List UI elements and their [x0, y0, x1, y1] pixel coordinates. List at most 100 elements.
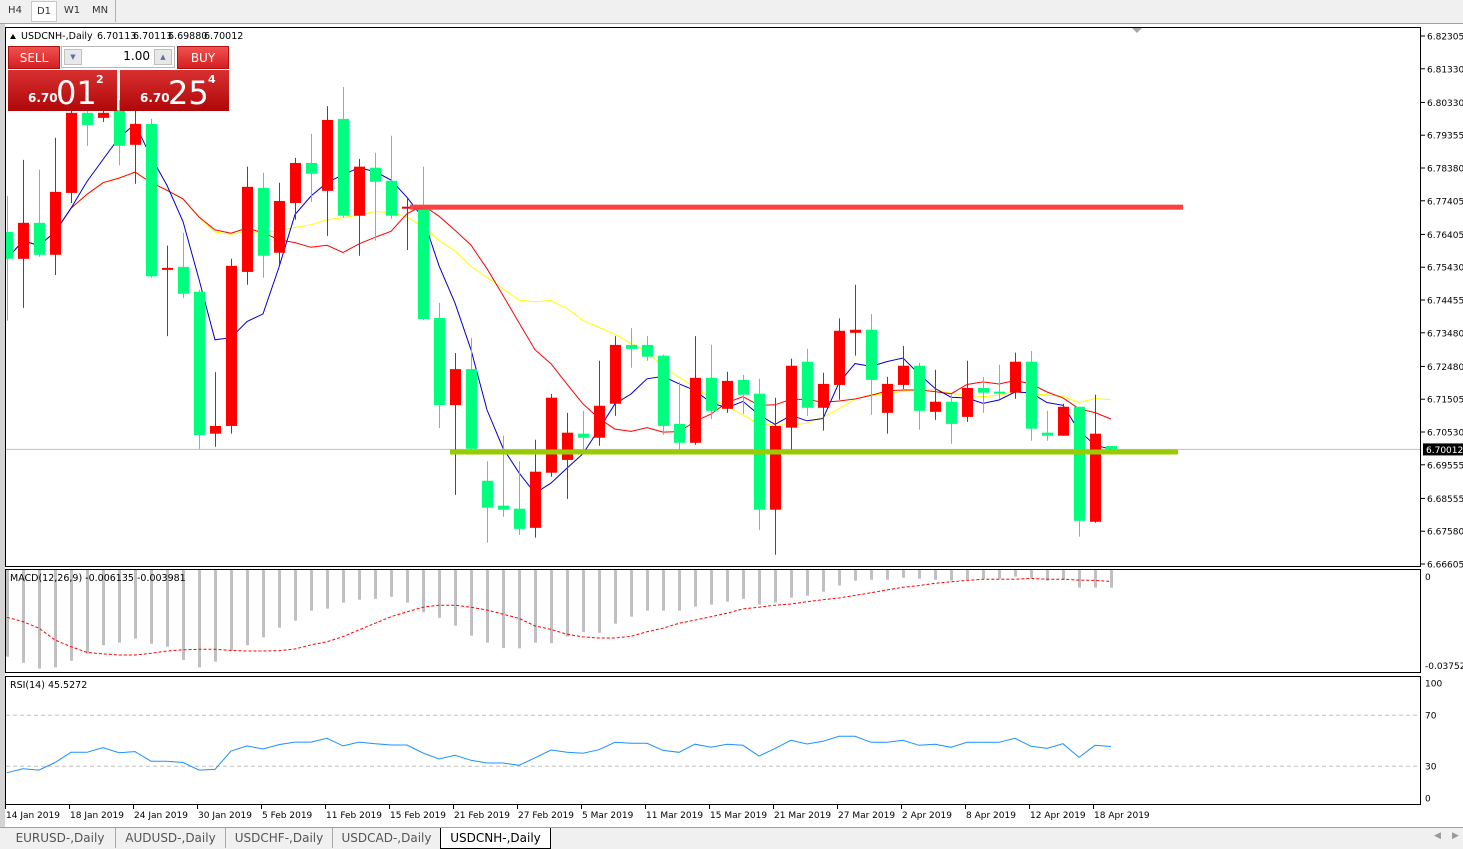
macd-histogram-bar — [1094, 570, 1097, 588]
macd-histogram-bar — [870, 570, 873, 580]
buy-price-box[interactable]: 6.70 25 4 — [120, 70, 229, 111]
macd-histogram-bar — [294, 570, 297, 621]
rsi-axis-label: 70 — [1425, 712, 1437, 722]
candle — [1026, 351, 1037, 441]
resistance-line — [410, 205, 1183, 210]
tabs-scroll-right-icon[interactable]: ▶ — [1452, 831, 1459, 841]
support-line — [450, 450, 1178, 455]
sell-price-prefix: 6.70 — [28, 91, 58, 105]
lot-size-value[interactable]: 1.00 — [123, 49, 150, 63]
macd-histogram-bar — [822, 570, 825, 592]
tab-eurusd[interactable]: EURUSD-,Daily — [5, 828, 116, 848]
candle-body — [674, 424, 685, 443]
candle-body — [706, 378, 717, 411]
macd-histogram-bar — [582, 570, 585, 632]
buy-price-prefix: 6.70 — [140, 91, 170, 105]
price-axis-label: 6.79355 — [1427, 132, 1463, 142]
candle-body — [786, 366, 797, 428]
date-axis-label: 18 Jan 2019 — [70, 811, 124, 821]
tab-usdchf[interactable]: USDCHF-,Daily — [226, 828, 333, 848]
macd-histogram-bar — [726, 570, 729, 602]
candle-body — [178, 267, 189, 294]
macd-histogram-bar — [278, 570, 281, 628]
sell-price-fraction: 2 — [96, 73, 104, 86]
candle — [546, 394, 557, 477]
macd-histogram-bar — [758, 570, 761, 605]
tabs-scroll-left-icon[interactable]: ◀ — [1434, 831, 1441, 841]
rsi-label: RSI(14) 45.5272 — [10, 680, 87, 691]
tab-usdcnh[interactable]: USDCNH-,Daily — [440, 828, 551, 849]
tab-usdcad[interactable]: USDCAD-,Daily — [333, 828, 441, 848]
date-axis-label: 24 Jan 2019 — [134, 811, 188, 821]
candle-body — [466, 369, 477, 449]
macd-histogram-bar — [326, 570, 329, 609]
macd-histogram-bar — [646, 570, 649, 611]
buy-button[interactable]: BUY — [177, 46, 229, 69]
price-axis-label: 6.80330 — [1427, 99, 1463, 109]
macd-axis-label: 0 — [1425, 573, 1431, 583]
macd-histogram-bar — [1062, 570, 1065, 580]
date-axis-label: 27 Feb 2019 — [518, 811, 574, 821]
candle-body — [242, 187, 253, 272]
rsi-panel[interactable] — [6, 677, 1421, 805]
macd-histogram-bar — [790, 570, 793, 598]
date-axis-label: 2 Apr 2019 — [902, 811, 952, 821]
candle-body — [882, 384, 893, 413]
date-axis-label: 14 Jan 2019 — [6, 811, 60, 821]
macd-histogram-bar — [6, 570, 9, 657]
candle-body — [642, 345, 653, 357]
macd-histogram-bar — [886, 570, 889, 580]
macd-histogram-bar — [438, 570, 441, 618]
candle-body — [98, 113, 109, 118]
price-axis-label: 6.67580 — [1427, 528, 1463, 538]
lot-size-field[interactable]: ▼ 1.00 ▲ — [61, 46, 175, 68]
candle — [66, 100, 77, 203]
left-edge — [0, 24, 5, 827]
date-axis-label: 21 Mar 2019 — [774, 811, 831, 821]
candle-body — [1026, 362, 1037, 429]
chart-header: USDCNH-,Daily 6.70113 6.70113 6.69880 6.… — [10, 31, 243, 42]
sell-price-box[interactable]: 6.70 01 2 — [8, 70, 117, 111]
candle — [1058, 404, 1069, 436]
macd-histogram-bar — [1078, 570, 1081, 588]
macd-histogram-bar — [502, 570, 505, 648]
macd-histogram-bar — [774, 570, 777, 603]
candle-body — [962, 388, 973, 417]
rsi-axis-label: 0 — [1425, 795, 1431, 805]
macd-histogram-bar — [566, 570, 569, 637]
candle-body — [18, 223, 29, 259]
candle-body — [914, 366, 925, 411]
macd-histogram-bar — [710, 570, 713, 605]
candle-body — [802, 362, 813, 408]
macd-histogram-bar — [470, 570, 473, 636]
candle-body — [866, 330, 877, 380]
price-axis-label: 6.76405 — [1427, 231, 1463, 241]
candle-body — [482, 481, 493, 508]
macd-histogram-bar — [390, 570, 393, 597]
candle — [146, 119, 157, 278]
date-axis-label: 11 Mar 2019 — [646, 811, 703, 821]
candle-body — [306, 163, 317, 174]
price-axis-label: 6.72480 — [1427, 363, 1463, 373]
lot-decrease-icon[interactable]: ▼ — [64, 49, 82, 65]
sell-button[interactable]: SELL — [8, 46, 60, 69]
tab-audusd[interactable]: AUDUSD-,Daily — [116, 828, 226, 848]
candle — [658, 355, 669, 435]
candle-body — [370, 168, 381, 182]
macd-histogram-bar — [246, 570, 249, 645]
lot-increase-icon[interactable]: ▲ — [154, 49, 172, 65]
macd-histogram-bar — [614, 570, 617, 624]
macd-histogram-bar — [406, 570, 409, 603]
candle-body — [290, 163, 301, 203]
price-axis-label: 6.81330 — [1427, 65, 1463, 75]
candle-body — [514, 509, 525, 529]
price-axis-label: 6.68555 — [1427, 495, 1463, 505]
candle-body — [50, 192, 61, 255]
candle-body — [994, 392, 1005, 394]
candle-body — [130, 124, 141, 145]
candle-body — [274, 201, 285, 253]
date-axis-label: 12 Apr 2019 — [1030, 811, 1086, 821]
ohlc-low: 6.69880 — [168, 31, 207, 42]
candle-body — [578, 434, 589, 438]
